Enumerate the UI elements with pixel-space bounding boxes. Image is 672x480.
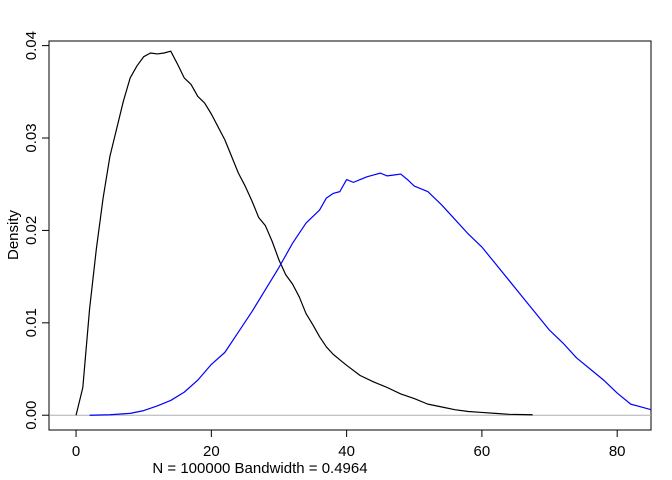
density-series-1	[75, 50, 533, 416]
plot-frame	[48, 40, 652, 431]
x-tick-label: 80	[609, 443, 626, 460]
x-axis: 0 20 40 60 80	[72, 429, 626, 460]
y-tick-label: 0.04	[23, 31, 40, 60]
x-tick-label: 60	[474, 443, 491, 460]
x-tick-label: 20	[203, 443, 220, 460]
x-axis-label: N = 100000 Bandwidth = 0.4964	[152, 460, 367, 477]
y-axis: 0.00 0.01 0.02 0.03 0.04	[23, 31, 50, 430]
y-tick-label: 0.00	[23, 401, 40, 430]
y-tick-label: 0.01	[23, 308, 40, 337]
density-series-2	[89, 172, 652, 416]
y-tick-label: 0.02	[23, 216, 40, 245]
y-tick-label: 0.03	[23, 123, 40, 152]
y-axis-label: Density	[5, 209, 22, 260]
x-tick-label: 40	[338, 443, 355, 460]
x-tick-label: 0	[72, 443, 80, 460]
series-group	[75, 50, 652, 416]
